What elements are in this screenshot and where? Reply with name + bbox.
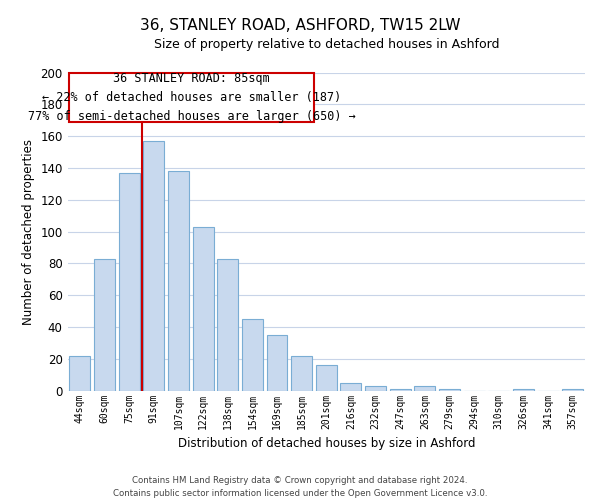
X-axis label: Distribution of detached houses by size in Ashford: Distribution of detached houses by size … (178, 437, 475, 450)
Bar (365, 386, 386, 390)
Bar (168, 171, 189, 390)
Bar (242, 319, 263, 390)
Bar (513, 389, 534, 390)
Title: Size of property relative to detached houses in Ashford: Size of property relative to detached ho… (154, 38, 499, 51)
Bar (291, 356, 312, 390)
FancyBboxPatch shape (69, 72, 314, 122)
Bar (415, 386, 436, 390)
Bar (316, 365, 337, 390)
Text: 36 STANLEY ROAD: 85sqm
← 22% of detached houses are smaller (187)
77% of semi-de: 36 STANLEY ROAD: 85sqm ← 22% of detached… (28, 72, 355, 122)
Bar (266, 335, 287, 390)
Text: Contains HM Land Registry data © Crown copyright and database right 2024.
Contai: Contains HM Land Registry data © Crown c… (113, 476, 487, 498)
Bar (217, 258, 238, 390)
Bar (143, 141, 164, 390)
Bar (70, 356, 91, 390)
Bar (119, 172, 140, 390)
Bar (340, 382, 361, 390)
Bar (390, 389, 410, 390)
Y-axis label: Number of detached properties: Number of detached properties (22, 138, 35, 324)
Bar (562, 389, 583, 390)
Bar (439, 389, 460, 390)
Bar (193, 227, 214, 390)
Text: 36, STANLEY ROAD, ASHFORD, TW15 2LW: 36, STANLEY ROAD, ASHFORD, TW15 2LW (140, 18, 460, 32)
Bar (94, 258, 115, 390)
